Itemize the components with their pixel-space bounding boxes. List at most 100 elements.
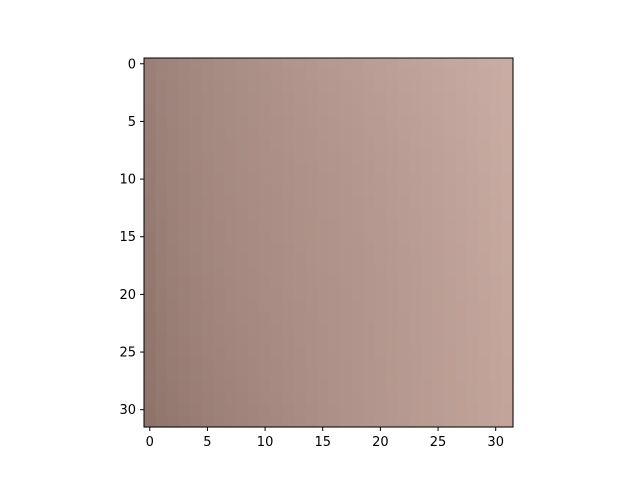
heatmap-cell — [155, 300, 168, 313]
heatmap-cell — [397, 150, 410, 163]
heatmap-cell — [386, 58, 399, 71]
heatmap-cell — [328, 334, 341, 347]
heatmap-cell — [213, 58, 226, 71]
heatmap-cell — [455, 104, 468, 117]
heatmap-cell — [282, 184, 295, 197]
heatmap-cell — [363, 254, 376, 267]
heatmap-cell — [305, 380, 318, 394]
heatmap-cell — [409, 69, 422, 82]
heatmap-cell — [247, 334, 260, 347]
heatmap-cell — [420, 346, 433, 359]
heatmap-cell — [478, 161, 491, 174]
heatmap-cell — [213, 184, 226, 197]
heatmap-cell — [363, 207, 376, 221]
heatmap-cell — [144, 138, 157, 151]
heatmap-cell — [316, 219, 330, 232]
heatmap-cell — [455, 127, 468, 140]
x-tick-label: 10 — [257, 435, 274, 450]
heatmap-cell — [167, 115, 180, 128]
heatmap-cell — [270, 334, 283, 347]
heatmap-cell — [363, 92, 376, 105]
heatmap-cell — [489, 207, 503, 221]
heatmap-cell — [466, 254, 480, 267]
heatmap-cell — [247, 58, 260, 71]
heatmap-cell — [236, 392, 249, 405]
heatmap-cell — [489, 219, 503, 232]
heatmap-cell — [305, 127, 318, 140]
heatmap-cell — [190, 369, 203, 382]
heatmap-cells — [144, 58, 514, 428]
heatmap-cell — [466, 380, 480, 394]
heatmap-cell — [340, 230, 353, 244]
heatmap-cell — [409, 127, 422, 140]
heatmap-cell — [213, 334, 226, 347]
heatmap-cell — [420, 311, 433, 324]
heatmap-cell — [316, 115, 330, 128]
heatmap-cell — [432, 127, 445, 140]
heatmap-cell — [144, 150, 157, 163]
heatmap-cell — [293, 104, 307, 117]
heatmap-cell — [305, 254, 318, 267]
heatmap-cell — [282, 219, 295, 232]
heatmap-cell — [432, 69, 445, 82]
heatmap-cell — [190, 115, 203, 128]
heatmap-cell — [213, 369, 226, 382]
y-tick-label: 0 — [128, 57, 136, 72]
heatmap-cell — [363, 242, 376, 255]
heatmap-cell — [247, 138, 260, 151]
heatmap-cell — [363, 323, 376, 336]
heatmap-cell — [455, 69, 468, 82]
heatmap-cell — [363, 334, 376, 347]
heatmap-cell — [374, 415, 387, 428]
heatmap-cell — [489, 369, 503, 382]
heatmap-cell — [409, 115, 422, 128]
heatmap-cell — [167, 138, 180, 151]
heatmap-cell — [455, 369, 468, 382]
heatmap-cell — [259, 219, 272, 232]
heatmap-cell — [155, 311, 168, 324]
heatmap-cell — [282, 288, 295, 301]
heatmap-cell — [155, 150, 168, 163]
heatmap-cell — [340, 334, 353, 347]
heatmap-cell — [478, 323, 491, 336]
heatmap-cell — [432, 161, 445, 174]
heatmap-cell — [282, 369, 295, 382]
heatmap-cell — [478, 380, 491, 394]
heatmap-cell — [443, 311, 456, 324]
heatmap-cell — [443, 69, 456, 82]
heatmap-cell — [270, 277, 283, 290]
heatmap-cell — [247, 392, 260, 405]
heatmap-cell — [409, 357, 422, 370]
heatmap-cell — [397, 265, 410, 278]
heatmap-cell — [351, 288, 364, 301]
heatmap-cell — [201, 184, 214, 197]
heatmap-cell — [282, 196, 295, 209]
heatmap-cell — [316, 300, 330, 313]
heatmap-cell — [466, 69, 480, 82]
heatmap-cell — [144, 380, 157, 394]
heatmap-cell — [190, 323, 203, 336]
heatmap-cell — [201, 311, 214, 324]
heatmap-cell — [305, 138, 318, 151]
heatmap-cell — [374, 403, 387, 417]
heatmap-cell — [167, 184, 180, 197]
heatmap-cell — [443, 334, 456, 347]
heatmap-cell — [374, 196, 387, 209]
heatmap-cell — [340, 115, 353, 128]
heatmap-cell — [489, 173, 503, 186]
heatmap-cell — [259, 323, 272, 336]
heatmap-cell — [351, 415, 364, 428]
heatmap-cell — [363, 115, 376, 128]
heatmap-cell — [236, 207, 249, 221]
heatmap-cell — [178, 92, 191, 105]
heatmap-cell — [144, 403, 157, 417]
heatmap-cell — [259, 173, 272, 186]
heatmap-cell — [351, 380, 364, 394]
heatmap-cell — [259, 69, 272, 82]
heatmap-cell — [259, 277, 272, 290]
heatmap-cell — [466, 161, 480, 174]
heatmap-cell — [397, 92, 410, 105]
heatmap-cell — [443, 115, 456, 128]
heatmap-cell — [201, 369, 214, 382]
heatmap-cell — [328, 230, 341, 244]
